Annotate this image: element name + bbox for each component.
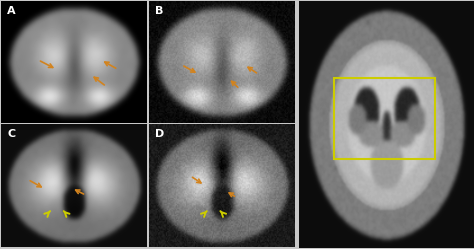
Text: A: A <box>7 6 16 16</box>
Bar <box>334 78 435 159</box>
Text: D: D <box>155 129 164 139</box>
Text: B: B <box>155 6 164 16</box>
Text: C: C <box>7 129 15 139</box>
